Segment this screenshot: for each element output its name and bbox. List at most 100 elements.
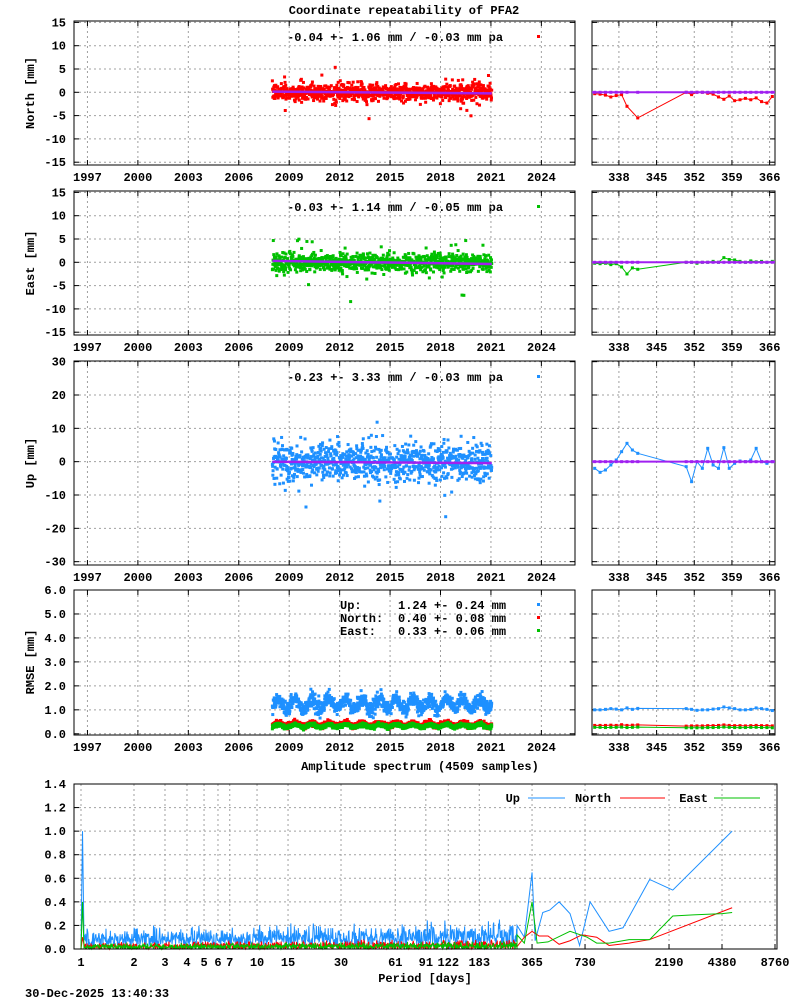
up-y-tick-label: -30 bbox=[44, 556, 66, 570]
north-data-point bbox=[374, 82, 378, 86]
north-recent-mean-point bbox=[695, 90, 699, 94]
up-data-point bbox=[306, 456, 310, 460]
up-data-point bbox=[352, 453, 356, 457]
up-data-point bbox=[285, 477, 289, 481]
up-data-point bbox=[436, 465, 440, 469]
east-data-point bbox=[274, 257, 278, 261]
rmse-up-point bbox=[409, 700, 413, 704]
up-data-point bbox=[439, 459, 443, 463]
east-data-point bbox=[332, 264, 336, 268]
up-recent-point bbox=[711, 463, 715, 467]
rmse-up-point bbox=[460, 693, 464, 697]
north-data-point bbox=[280, 86, 284, 90]
up-scatter-series bbox=[270, 420, 494, 519]
east-data-point bbox=[373, 271, 377, 275]
up-data-point bbox=[400, 457, 404, 461]
up-x-tick-label: 2000 bbox=[123, 571, 152, 585]
east-recent-mean-point bbox=[743, 260, 747, 264]
east-recent-mean-point bbox=[765, 260, 769, 264]
rmse-up-point bbox=[322, 706, 326, 710]
up-recent-x-tick-label: 338 bbox=[608, 571, 630, 585]
east-data-point bbox=[354, 265, 358, 269]
east-data-point bbox=[295, 270, 299, 274]
east-data-point bbox=[365, 252, 369, 256]
east-recent-mean-point bbox=[620, 260, 624, 264]
east-data-point bbox=[352, 258, 356, 262]
east-data-point bbox=[417, 255, 421, 259]
rmse-up-point bbox=[366, 704, 370, 708]
up-data-point bbox=[321, 456, 325, 460]
up-data-point bbox=[344, 457, 348, 461]
rmse-up-point bbox=[419, 713, 423, 717]
up-data-point bbox=[402, 479, 406, 483]
rmse-up-point bbox=[368, 715, 372, 719]
east-data-point bbox=[313, 270, 317, 274]
up-data-point bbox=[444, 515, 448, 519]
up-data-point bbox=[485, 442, 489, 446]
east-data-point bbox=[299, 269, 303, 273]
north-data-point bbox=[343, 97, 347, 101]
east-data-point bbox=[387, 268, 391, 272]
up-data-point bbox=[451, 467, 455, 471]
east-data-point bbox=[443, 265, 447, 269]
up-data-point bbox=[474, 472, 478, 476]
up-recent-mean-point bbox=[609, 460, 613, 464]
up-data-point bbox=[472, 436, 476, 440]
east-recent-x-tick-label: 345 bbox=[646, 341, 668, 355]
up-data-point bbox=[446, 438, 450, 442]
north-recent-x-tick-label: 359 bbox=[721, 171, 743, 185]
east-data-point bbox=[418, 264, 422, 268]
rmse-plot-frame bbox=[73, 589, 576, 736]
east-data-point bbox=[387, 265, 391, 269]
up-data-point bbox=[464, 468, 468, 472]
north-data-point bbox=[271, 88, 275, 92]
north-mean-trend-line bbox=[272, 90, 492, 95]
up-recent-point bbox=[727, 466, 731, 470]
north-x-tick-label: 2021 bbox=[477, 171, 506, 185]
up-data-point bbox=[460, 475, 464, 479]
north-data-point bbox=[462, 93, 466, 97]
east-data-point bbox=[281, 263, 285, 267]
rmse-up-point bbox=[352, 701, 356, 705]
east-data-point bbox=[345, 275, 349, 279]
east-y-tick-label: -15 bbox=[44, 326, 66, 340]
north-data-point bbox=[309, 93, 313, 97]
up-data-point bbox=[471, 446, 475, 450]
east-data-point bbox=[336, 264, 340, 268]
north-data-point bbox=[310, 80, 314, 84]
up-data-point bbox=[389, 471, 393, 475]
up-data-point bbox=[292, 472, 296, 476]
rmse-up-point bbox=[434, 703, 438, 707]
east-data-point bbox=[303, 267, 307, 271]
north-data-point bbox=[282, 88, 286, 92]
north-data-point bbox=[324, 84, 328, 88]
up-data-point bbox=[296, 469, 300, 473]
up-data-point bbox=[411, 464, 415, 468]
rmse-legend-east-value: 0.33 +- 0.06 mm bbox=[398, 625, 506, 639]
north-recent-mean-point bbox=[603, 90, 607, 94]
up-data-point bbox=[367, 459, 371, 463]
east-data-point bbox=[392, 258, 396, 262]
rmse-up-point bbox=[466, 705, 470, 709]
up-data-point bbox=[281, 444, 285, 448]
up-data-point bbox=[398, 477, 402, 481]
east-recent-mean-point bbox=[603, 260, 607, 264]
up-data-point bbox=[426, 459, 430, 463]
rmse-up-point bbox=[306, 706, 310, 710]
north-recent-mean-point bbox=[614, 90, 618, 94]
up-data-point bbox=[441, 456, 445, 460]
rmse-up-point bbox=[384, 701, 388, 705]
east-data-point bbox=[359, 253, 363, 257]
north-data-point bbox=[421, 87, 425, 91]
rmse-up-point bbox=[326, 690, 330, 694]
up-data-point bbox=[416, 465, 420, 469]
north-recent-point bbox=[716, 95, 720, 99]
up-x-tick-label: 2009 bbox=[275, 571, 304, 585]
east-data-point bbox=[286, 270, 290, 274]
east-data-point bbox=[274, 268, 278, 272]
up-data-point bbox=[370, 465, 374, 469]
east-data-point bbox=[282, 270, 286, 274]
rmse-up-point bbox=[328, 694, 332, 698]
east-data-point bbox=[381, 256, 385, 260]
up-data-point bbox=[374, 447, 378, 451]
